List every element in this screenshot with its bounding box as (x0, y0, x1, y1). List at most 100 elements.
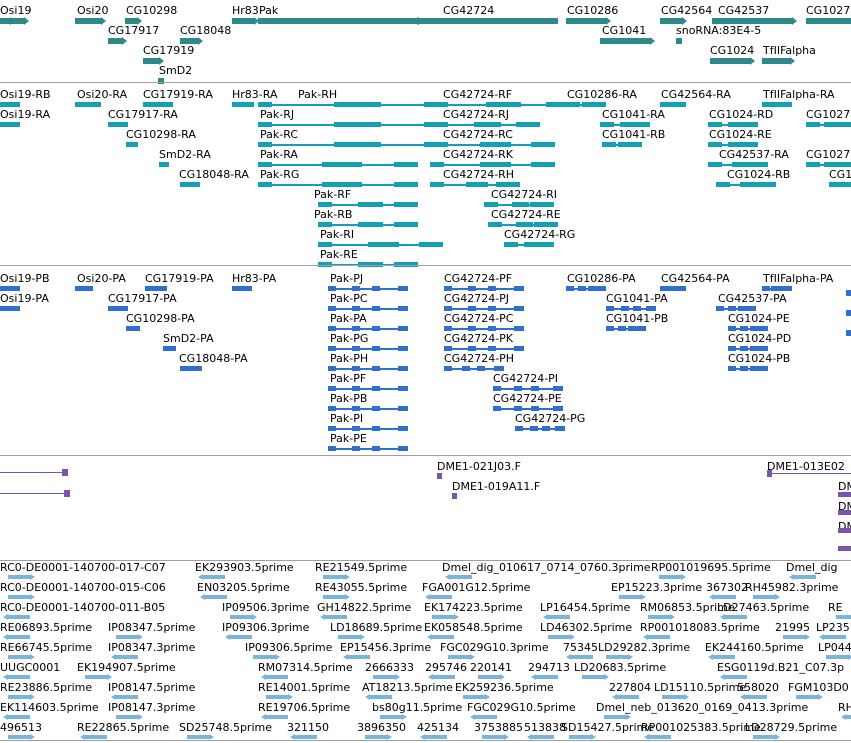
protein-cg42724-pg-25-exon[interactable] (555, 426, 565, 431)
protein-pak-pb-15-exon[interactable] (352, 406, 360, 411)
protein-pak-pc-10-exon[interactable] (352, 306, 360, 311)
transcript-cg42724-rg-25-exon[interactable] (530, 242, 554, 247)
protein-pak-pi-16-exon[interactable] (372, 426, 380, 431)
feature-label-cg18048-ra[interactable]: CG18048-RA (179, 168, 249, 181)
feature-label-pak-pc[interactable]: Pak-PC (330, 292, 368, 305)
feature-label-uugc0001[interactable]: UUGC0001 (0, 661, 61, 674)
protein-cg18048-pa-7-exon[interactable] (186, 366, 194, 371)
protein-pak-pg-12-exon[interactable] (328, 346, 336, 351)
protein-cg42724-pc-20-exon[interactable] (488, 326, 496, 331)
transcript-cg42724-rf-18-exon[interactable] (546, 102, 570, 107)
feature-label-rh45982-3prime[interactable]: RH45982.3prime (745, 581, 839, 594)
feature-label-558020[interactable]: 558020 (737, 681, 779, 694)
transcript-cg42724-rc-20-exon[interactable] (480, 142, 511, 147)
est-ip08347-3prime-31-exon[interactable] (116, 655, 138, 659)
feature-label-pak-rc[interactable]: Pak-RC (260, 128, 298, 141)
feature-label-ek114603-5prime[interactable]: EK114603.5prime (0, 701, 99, 714)
protein-pak-pb-15-exon[interactable] (372, 406, 380, 411)
transcript-cg42724-rk-21-exon[interactable] (430, 162, 444, 167)
feature-label-ek259236-5prime[interactable]: EK259236.5prime (455, 681, 554, 694)
protein-cg42537-pa-31-exon[interactable] (728, 306, 736, 311)
protein-cg42724-pe-24-exon[interactable] (493, 406, 501, 411)
feature-label-cg42724-ph[interactable]: CG42724-PH (444, 352, 515, 365)
feature-label-ld18689-5prime[interactable]: LD18689.5prime (330, 621, 423, 634)
feature-label-smd2[interactable]: SmD2 (159, 64, 193, 77)
feature-label-cg10286-pa[interactable]: CG10286-PA (567, 272, 636, 285)
feature-label-ip09306-5prime[interactable]: IP09306.5prime (245, 641, 333, 654)
feature-label-dm[interactable]: DM (838, 480, 851, 493)
protein-cg17919-pa-3-exon[interactable] (151, 286, 159, 291)
feature-label-lp044[interactable]: LP044 (818, 641, 851, 654)
feature-label-hr83[interactable]: Hr83 (232, 4, 259, 17)
feature-label-pak-rf[interactable]: Pak-RF (314, 188, 352, 201)
protein-pak-pf-14-exon[interactable] (372, 386, 380, 391)
transcript-cg42724-rf-18-exon[interactable] (430, 102, 444, 107)
protein-pak-ph-13-exon[interactable] (328, 366, 336, 371)
protein-cg10286-pa-26-exon[interactable] (588, 286, 596, 291)
feature-label-cg42537[interactable]: CG42537 (718, 4, 770, 17)
feature-label-rc0-de0001-140700-017-c07[interactable]: RC0-DE0001-140700-017-C07 (0, 561, 166, 574)
feature-label-lp16454-5prime[interactable]: LP16454.5prime (540, 601, 631, 614)
transcript-cg42724-rh-22-exon[interactable] (496, 182, 520, 187)
feature-label-cg1027[interactable]: CG1027 (806, 148, 851, 161)
transcript-cg42724-rj-19-exon[interactable] (516, 122, 540, 127)
est-rm06853-5prime-18-exon[interactable] (648, 615, 670, 619)
transcript-cg1027-35-exon[interactable] (827, 122, 851, 127)
pa-edge-1[interactable] (846, 290, 851, 296)
feature-label-re06893-5prime[interactable]: RE06893.5prime (0, 621, 93, 634)
transcript-pak-rc-11-exon[interactable] (334, 142, 381, 147)
est-re66745-5prime-30-exon[interactable] (8, 655, 30, 659)
transcript-cg42724-ri-23-exon[interactable] (530, 202, 554, 207)
feature-label-cg42724-rj[interactable]: CG42724-RJ (443, 108, 510, 121)
protein-cg1041-pa-27-exon[interactable] (633, 306, 641, 311)
feature-label-dme1-013e02[interactable]: DME1-013E02 (767, 460, 845, 473)
gene-cg17917-exon[interactable] (108, 38, 122, 44)
protein-pak-pi-16-exon[interactable] (328, 426, 336, 431)
feature-label-3896350[interactable]: 3896350 (357, 721, 406, 734)
transcript-cg1024-rd-31-exon[interactable] (734, 122, 758, 127)
transcript-cg42724-rj-19-exon[interactable] (430, 122, 444, 127)
transcript-cg17919-ra-3-exon[interactable] (149, 102, 173, 107)
feature-label-pak-pg[interactable]: Pak-PG (330, 332, 369, 345)
protein-cg1041-pa-27-exon[interactable] (606, 306, 614, 311)
protein-osi19-pb-0-exon[interactable] (0, 286, 8, 291)
feature-label-pak-pf[interactable]: Pak-PF (330, 372, 367, 385)
protein-cg1041-pb-28-exon[interactable] (618, 326, 626, 331)
est-uugc0001-39-exon[interactable] (8, 675, 30, 679)
protein-cg1024-pe-32-exon[interactable] (750, 326, 758, 331)
protein-cg1024-pb-34-intron[interactable] (728, 367, 768, 370)
protein-cg42724-pk-21-exon[interactable] (468, 346, 476, 351)
est-en03205-5prime-7-exon[interactable] (205, 595, 227, 599)
protein-pak-pb-15-intron[interactable] (328, 407, 408, 410)
feature-label-osi19-pb[interactable]: Osi19-PB (0, 272, 50, 285)
feature-label-en03205-5prime[interactable]: EN03205.5prime (197, 581, 290, 594)
transcript-cg1041-rb-28-exon[interactable] (618, 142, 642, 147)
feature-label-pak-ph[interactable]: Pak-PH (330, 352, 369, 365)
est-3896350-68-exon[interactable] (365, 735, 387, 739)
est-re43055-5prime-8-exon[interactable] (323, 595, 345, 599)
est-fga001g12-5prime-9-exon[interactable] (430, 595, 452, 599)
feature-label-re21549-5prime[interactable]: RE21549.5prime (315, 561, 408, 574)
est-496513-64-exon[interactable] (8, 735, 30, 739)
protein-pak-pe-17-exon[interactable] (328, 446, 336, 451)
protein-cg1024-pd-33-exon[interactable] (740, 346, 748, 351)
clone-left-1[interactable] (0, 472, 66, 473)
feature-label-ip08147-5prime[interactable]: IP08147.5prime (108, 681, 196, 694)
transcript-cg10286-ra-26-exon[interactable] (582, 102, 606, 107)
protein-osi19-pb-0-exon[interactable] (10, 286, 20, 291)
est-ek293903-5prime-1-exon[interactable] (203, 575, 225, 579)
gene-cg42537-exon[interactable] (712, 18, 792, 24)
est-re19706-5prime-59-exon[interactable] (266, 715, 288, 719)
protein-cg10286-pa-26-exon[interactable] (578, 286, 586, 291)
protein-cg42724-pi-23-exon[interactable] (531, 386, 539, 391)
gene-cg42564-exon[interactable] (660, 18, 682, 24)
separator-2[interactable] (0, 265, 851, 266)
protein-tfiifalpha-pa-30-exon[interactable] (782, 286, 792, 291)
transcript-pak-rf-14-exon[interactable] (358, 202, 383, 207)
feature-label-cg18048[interactable]: CG18048 (180, 24, 232, 37)
feature-label-fga001g12-5prime[interactable]: FGA001G12.5prime (422, 581, 531, 594)
protein-cg42724-pe-24-exon[interactable] (514, 406, 522, 411)
gene-cg1024-exon[interactable] (710, 58, 750, 64)
feature-label-pak-pb[interactable]: Pak-PB (330, 392, 368, 405)
est-rm07314-5prime-41-exon[interactable] (266, 675, 288, 679)
